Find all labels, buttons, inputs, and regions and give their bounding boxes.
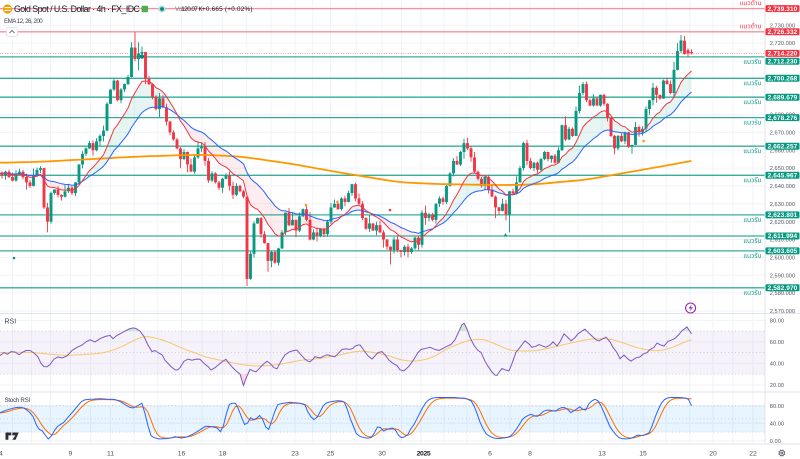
svg-text:40.00: 40.00 [770, 421, 784, 427]
svg-text:2,662.257: 2,662.257 [768, 143, 798, 150]
svg-text:2,630.000: 2,630.000 [770, 202, 795, 208]
svg-text:Gold Spot / U.S. Dollar · 4h ·: Gold Spot / U.S. Dollar · 4h · FX_IDC [14, 4, 141, 14]
svg-text:2,689.679: 2,689.679 [768, 94, 798, 101]
svg-text:2,660.000: 2,660.000 [770, 148, 795, 154]
svg-text:EMA 12, 26, 200: EMA 12, 26, 200 [4, 18, 43, 25]
svg-text:9: 9 [69, 450, 73, 457]
svg-text:2,620.000: 2,620.000 [770, 220, 795, 226]
svg-text:2,712.230: 2,712.230 [768, 58, 798, 65]
svg-text:2,678.276: 2,678.276 [768, 115, 798, 122]
svg-text:2,739.310: 2,739.310 [768, 6, 798, 13]
svg-text:23: 23 [291, 450, 299, 457]
svg-text:2,623.801: 2,623.801 [768, 212, 798, 219]
svg-text:2,700.268: 2,700.268 [768, 76, 798, 83]
svg-text:25: 25 [327, 450, 335, 457]
svg-text:2,714.220: 2,714.220 [768, 51, 798, 58]
svg-text:Vol: Vol [175, 6, 184, 13]
svg-text:20: 20 [709, 450, 717, 457]
svg-text:16: 16 [178, 450, 186, 457]
svg-text:4: 4 [0, 450, 3, 457]
svg-text:120.07 K: 120.07 K [181, 6, 203, 13]
svg-text:8: 8 [528, 450, 532, 457]
svg-text:13: 13 [598, 450, 606, 457]
svg-text:2,650.000: 2,650.000 [770, 166, 795, 172]
svg-text:2,611.994: 2,611.994 [768, 233, 798, 240]
svg-text:2,603.605: 2,603.605 [768, 248, 798, 255]
svg-text:0.00: 0.00 [770, 439, 781, 445]
svg-text:2,720.000: 2,720.000 [770, 41, 795, 47]
svg-text:2,640.000: 2,640.000 [770, 184, 795, 190]
svg-text:2,570.000: 2,570.000 [770, 309, 795, 315]
svg-text:80.00: 80.00 [770, 319, 784, 325]
svg-text:11: 11 [107, 450, 114, 457]
svg-text:2,580.000: 2,580.000 [770, 291, 795, 297]
svg-text:Stoch RSI: Stoch RSI [5, 397, 31, 404]
svg-text:2,590.000: 2,590.000 [770, 273, 795, 279]
svg-text:30: 30 [378, 450, 386, 457]
svg-text:6: 6 [488, 450, 492, 457]
svg-text:18: 18 [219, 450, 227, 457]
svg-text:2,582.970: 2,582.970 [768, 285, 798, 292]
svg-text:+0.665 (+0.02%): +0.665 (+0.02%) [202, 6, 253, 13]
svg-text:RSI: RSI [5, 319, 17, 326]
svg-text:2,730.000: 2,730.000 [770, 23, 795, 29]
svg-text:60.00: 60.00 [770, 340, 784, 346]
svg-text:2,610.000: 2,610.000 [770, 238, 795, 244]
svg-text:20.00: 20.00 [770, 383, 784, 389]
svg-text:80.00: 80.00 [770, 404, 784, 410]
svg-text:2,600.000: 2,600.000 [770, 256, 795, 262]
svg-text:40.00: 40.00 [770, 362, 784, 368]
svg-text:2,670.000: 2,670.000 [770, 131, 795, 137]
svg-text:2025: 2025 [417, 450, 431, 457]
svg-text:15: 15 [639, 450, 647, 457]
svg-text:2,726.332: 2,726.332 [768, 29, 798, 36]
svg-text:22: 22 [749, 450, 757, 457]
svg-text:2,645.967: 2,645.967 [768, 173, 798, 180]
